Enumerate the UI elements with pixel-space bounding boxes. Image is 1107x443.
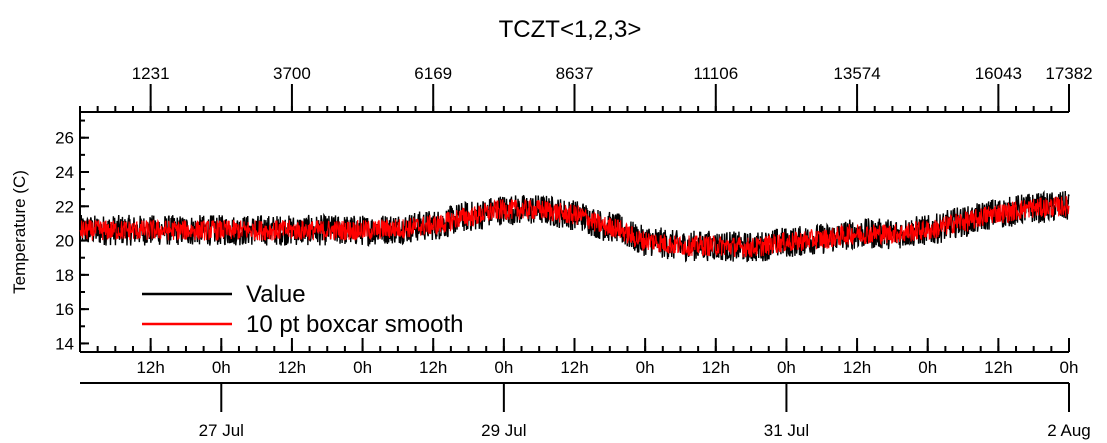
hour-axis-tick-label: 0h [636,358,655,377]
series-line-2 [79,195,1070,259]
top-axis-tick-label: 1231 [132,64,170,83]
top-axis-tick-label: 17382 [1045,64,1092,83]
date-axis-tick-label: 27 Jul [199,421,244,440]
date-axis-tick-label: 31 Jul [764,421,809,440]
hour-axis-tick-label: 0h [918,358,937,377]
hour-axis-tick-label: 12h [843,358,871,377]
hour-axis-tick-label: 12h [702,358,730,377]
hour-axis: 12h 0h 12h 0h 12h 0h 12h 0h 12h 0h 12h 0h 12h 0h [79,338,1079,377]
legend: Value 10 pt boxcar smooth [142,281,463,338]
hour-axis-tick-label: 12h [278,358,306,377]
hour-axis-tick-label: 0h [777,358,796,377]
legend-label: 10 pt boxcar smooth [246,311,463,338]
y-axis-tick-label: 14 [55,334,74,353]
y-axis-tick-label: 22 [55,197,74,216]
hour-axis-tick-label: 12h [560,358,588,377]
hour-axis-tick-label: 0h [212,358,231,377]
chart-title: TCZT<1,2,3> [499,16,642,43]
legend-label: Value [246,281,306,308]
top-axis-tick-label: 6169 [414,64,452,83]
top-axis-tick-label: 8637 [556,64,594,83]
date-axis-tick-label: 29 Jul [481,421,526,440]
date-axis: 27 Jul 29 Jul 31 Jul 2 Aug [80,382,1091,440]
top-axis-tick-label: 3700 [273,64,311,83]
hour-axis-tick-label: 12h [419,358,447,377]
date-axis-tick-label: 2 Aug [1047,421,1091,440]
hour-axis-tick-label: 0h [494,358,513,377]
y-axis-tick-label: 24 [55,163,74,182]
y-axis-label: Temperature (C) [10,170,29,294]
top-axis-tick-label: 11106 [693,64,738,83]
y-axis-tick-label: 20 [55,232,74,251]
y-axis-tick-label: 16 [55,300,74,319]
top-axis-tick-label: 16043 [975,64,1022,83]
top-axis: 1231 3700 6169 8637 11106 13574 16043 17382 [79,64,1093,113]
y-axis-tick-label: 26 [55,129,74,148]
hour-axis-tick-label: 12h [984,358,1012,377]
hour-axis-tick-label: 0h [353,358,372,377]
hour-axis-tick-label: 0h [1060,358,1079,377]
y-axis-tick-label: 18 [55,266,74,285]
y-axis: 14 16 18 20 22 24 26 [55,112,89,353]
top-axis-tick-label: 13574 [833,64,880,83]
hour-axis-tick-label: 12h [136,358,164,377]
plot-area [79,189,1070,263]
